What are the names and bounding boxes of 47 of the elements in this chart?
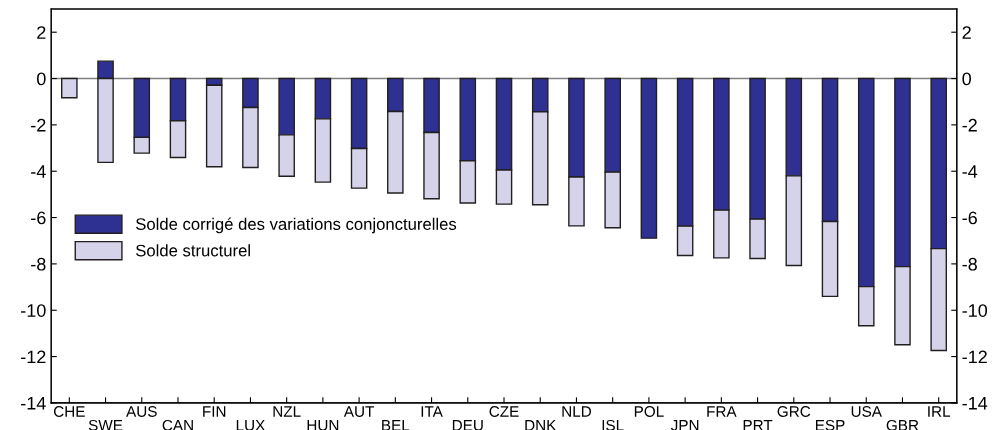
y2-tick-label: -8 (962, 257, 977, 271)
y-tick-label: -2 (31, 118, 46, 132)
x-tick-label: DEU (452, 420, 483, 430)
x-tick-label: FIN (203, 406, 226, 417)
x-tick-label: PRT (743, 420, 773, 430)
bar (61, 77, 78, 99)
x-tick-label: AUT (343, 406, 375, 417)
legend-label: Solde corrigé des variations conjoncturelles (136, 217, 457, 234)
x-tick-label: ESP (815, 419, 845, 430)
legend-label: Solde structurel (136, 244, 250, 257)
y-tick-label: -10 (21, 304, 46, 317)
y-tick-label: 0 (37, 72, 46, 86)
y2-tick-label: 0 (962, 72, 972, 86)
y-tick-label: -12 (21, 350, 46, 364)
x-tick-label: CHE (53, 406, 85, 417)
y2-tick-label: -10 (962, 304, 988, 317)
x-tick-label: FRA (707, 406, 737, 417)
y-tick-label: 2 (37, 26, 46, 39)
y2-tick-label: -2 (962, 118, 977, 132)
x-tick-label: NZL (273, 406, 301, 417)
x-tick-label: DNK (525, 420, 557, 430)
x-tick-label: CAN (162, 419, 193, 430)
x-tick-label: POL (634, 406, 664, 417)
x-tick-label: ISL (602, 419, 624, 430)
y-tick-label: -14 (21, 397, 46, 410)
y-tick-label: -6 (31, 211, 46, 225)
x-tick-label: USA (851, 406, 882, 417)
x-tick-label: IRL (928, 406, 951, 417)
x-tick-label: BEL (382, 420, 410, 430)
x-tick-label: SWE (88, 419, 123, 430)
y2-tick-label: 2 (962, 26, 971, 39)
x-tick-label: GBR (886, 419, 919, 430)
y2-tick-label: -4 (962, 165, 978, 178)
x-tick-label: AUS (126, 406, 157, 417)
y2-tick-label: -12 (962, 350, 987, 364)
y-tick-label: -8 (31, 257, 46, 271)
x-tick-label: CZE (489, 406, 519, 417)
x-tick-label: NLD (562, 406, 592, 417)
bar (640, 77, 658, 239)
y-tick-label: -4 (31, 165, 46, 178)
y2-tick-label: -14 (962, 397, 988, 410)
x-tick-label: HUN (307, 420, 339, 430)
y2-tick-label: -6 (962, 211, 977, 225)
x-tick-label: GRC (777, 406, 811, 417)
x-tick-label: JPN (670, 420, 699, 430)
x-tick-label: ITA (421, 406, 443, 417)
x-tick-label: LUX (236, 420, 265, 430)
